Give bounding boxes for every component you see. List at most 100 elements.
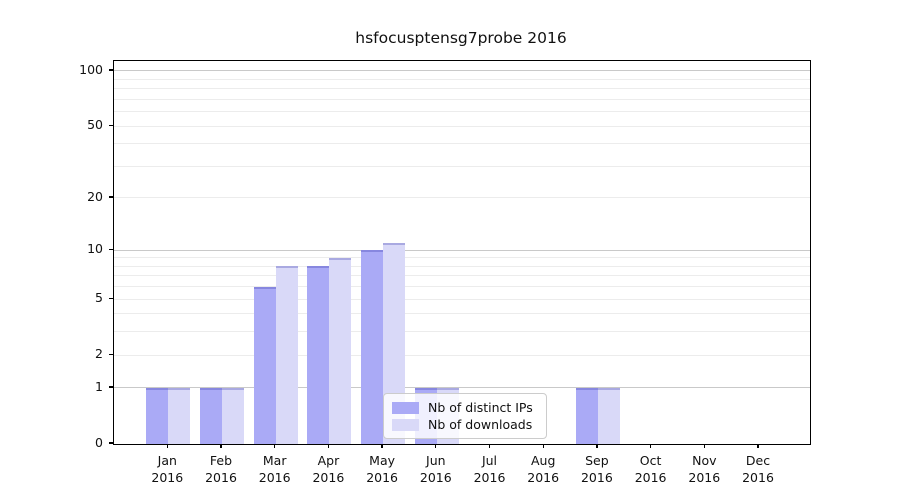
gridline-major xyxy=(114,70,810,72)
y-axis-tick-label: 5 xyxy=(95,290,103,306)
x-axis-month-label: Dec xyxy=(745,453,771,468)
x-axis-month-label: Mar xyxy=(262,453,287,468)
x-axis-tick-label: Feb 2016 xyxy=(191,452,251,486)
bar-distinct-ips xyxy=(361,250,384,444)
legend-item-label: Nb of distinct IPs xyxy=(428,400,533,415)
x-axis-month-label: Aug xyxy=(530,453,556,468)
x-axis-month-label: Oct xyxy=(639,453,662,468)
x-axis-tick-label: Jul 2016 xyxy=(460,452,520,486)
x-axis-month-label: Apr xyxy=(317,453,340,468)
x-axis-year-label: 2016 xyxy=(366,470,398,485)
x-axis-year-label: 2016 xyxy=(205,470,237,485)
legend-item: Nb of distinct IPs xyxy=(392,399,538,416)
legend-item: Nb of downloads xyxy=(392,416,538,433)
x-axis-month-label: Jun xyxy=(426,453,446,468)
bar-downloads xyxy=(222,387,244,444)
gridline-minor xyxy=(114,165,810,167)
legend-swatch-icon xyxy=(392,401,419,414)
x-axis-tick xyxy=(703,444,705,448)
x-axis-tick xyxy=(220,444,222,448)
gridline-minor xyxy=(114,265,810,267)
x-axis-tick xyxy=(381,444,383,448)
grid-layer xyxy=(114,61,810,444)
y-axis-tick xyxy=(108,196,113,198)
x-axis-tick-label: Jun 2016 xyxy=(406,452,466,486)
y-axis-tick-label: 20 xyxy=(87,188,103,204)
legend: Nb of distinct IPs Nb of downloads xyxy=(383,393,547,439)
gridline-minor xyxy=(114,298,810,300)
gridline-minor xyxy=(114,313,810,315)
x-axis-tick xyxy=(166,444,168,448)
gridline-minor xyxy=(114,125,810,127)
gridline-minor xyxy=(114,257,810,259)
x-axis-year-label: 2016 xyxy=(419,470,452,485)
chart-title: hsfocusptensg7probe 2016 xyxy=(355,29,567,47)
gridline-minor xyxy=(114,331,810,333)
x-axis-month-label: May xyxy=(369,453,396,468)
x-axis-tick xyxy=(488,444,491,448)
gridline-major xyxy=(114,387,810,389)
bar-downloads xyxy=(597,387,620,444)
x-axis-tick xyxy=(596,444,598,448)
x-axis-year-label: 2016 xyxy=(312,470,345,485)
x-axis-month-label: Jul xyxy=(481,453,498,468)
x-axis-month-label: Jan xyxy=(157,453,177,468)
bar-distinct-ips xyxy=(253,286,276,444)
gridline-minor xyxy=(114,286,810,288)
x-axis-tick-label: May 2016 xyxy=(352,452,412,486)
x-axis-year-label: 2016 xyxy=(527,470,560,485)
x-axis-tick xyxy=(327,444,330,448)
y-axis-tick-label: 100 xyxy=(79,61,103,77)
x-axis-tick xyxy=(649,444,652,448)
y-axis-tick-label: 50 xyxy=(87,117,103,133)
gridline-minor xyxy=(114,354,810,356)
gridline-minor xyxy=(114,78,810,80)
gridline-minor xyxy=(114,275,810,277)
x-axis-year-label: 2016 xyxy=(688,470,721,485)
x-axis-tick xyxy=(757,444,759,448)
gridline-minor xyxy=(114,197,810,199)
x-axis-month-label: Sep xyxy=(585,453,609,468)
y-axis-tick-label: 1 xyxy=(95,378,103,394)
x-axis-year-label: 2016 xyxy=(634,470,667,485)
x-axis-year-label: 2016 xyxy=(473,470,506,485)
legend-swatch-icon xyxy=(392,418,419,431)
gridline-major xyxy=(114,249,810,251)
gridline-minor xyxy=(114,111,810,113)
bar-distinct-ips xyxy=(200,387,222,444)
y-axis-tick xyxy=(108,386,113,388)
y-axis-tick xyxy=(108,124,113,126)
x-axis-month-label: Nov xyxy=(692,453,717,468)
x-axis-tick xyxy=(435,444,437,448)
bar-distinct-ips xyxy=(146,387,169,444)
gridline-minor xyxy=(114,88,810,90)
y-axis-tick-label: 10 xyxy=(87,241,103,257)
x-axis-tick-label: Jan 2016 xyxy=(137,452,197,486)
y-axis-tick-label: 0 xyxy=(95,435,103,450)
x-axis-tick-label: Sep 2016 xyxy=(567,452,627,486)
bar-downloads xyxy=(275,266,298,444)
gridline-minor xyxy=(114,98,810,100)
x-axis-tick xyxy=(274,444,276,448)
x-axis-month-label: Feb xyxy=(209,453,233,468)
bar-downloads xyxy=(168,387,191,444)
x-axis-tick-label: Apr 2016 xyxy=(298,452,358,486)
bar-distinct-ips xyxy=(575,387,598,444)
x-axis-tick xyxy=(542,444,544,448)
x-axis-tick-label: Oct 2016 xyxy=(621,452,681,486)
y-axis-tick xyxy=(108,248,113,250)
y-axis-tick xyxy=(108,297,113,299)
x-axis-tick-label: Mar 2016 xyxy=(245,452,305,486)
x-axis-year-label: 2016 xyxy=(151,470,184,485)
x-axis-tick-label: Dec 2016 xyxy=(728,452,788,486)
x-axis-year-label: 2016 xyxy=(580,470,613,485)
x-axis-tick-label: Aug 2016 xyxy=(513,452,573,486)
bar-downloads xyxy=(329,257,352,444)
bar-distinct-ips xyxy=(307,266,330,444)
y-axis-tick xyxy=(108,353,113,355)
y-axis-tick xyxy=(108,69,113,71)
gridline-minor xyxy=(114,143,810,145)
x-axis-tick-label: Nov 2016 xyxy=(674,452,734,486)
